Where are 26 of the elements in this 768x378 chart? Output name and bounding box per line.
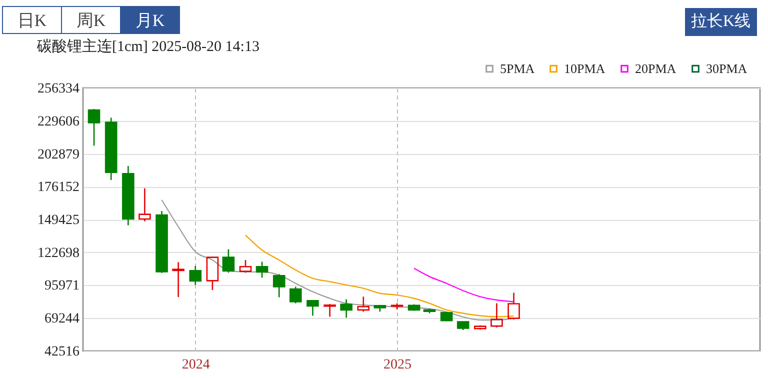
line-series (413, 268, 514, 302)
chart-title: 碳酸锂主连[1cm] 2025-08-20 14:13 (36, 38, 260, 55)
x-tick-label: 2025 (383, 358, 412, 372)
stretch-button: 拉长K线 (685, 8, 757, 36)
y-tick-label: 149425 (38, 213, 80, 228)
y-tick-label: 229606 (38, 114, 80, 130)
legend-label: 30PMA (706, 60, 748, 76)
tab-button: 周K (61, 6, 121, 34)
tab-button: 月K (120, 6, 180, 34)
candlestick (189, 265, 202, 286)
legend-label: 10PMA (564, 60, 606, 76)
candlestick (122, 165, 134, 226)
y-tick-label: 202879 (38, 147, 80, 162)
y-tick-label: 256334 (38, 82, 80, 96)
legend-label: 20PMA (635, 60, 677, 76)
y-tick-label: 95971 (44, 278, 80, 294)
candlestick (340, 298, 352, 318)
tab-button: 日K (2, 6, 62, 34)
y-tick-label: 176152 (38, 180, 80, 196)
y-tick-label: 122698 (38, 246, 80, 261)
y-tick-label: 69244 (44, 312, 80, 327)
y-tick-label: 42516 (44, 344, 80, 360)
candlestick (138, 188, 151, 222)
legend-label: 5PMA (500, 60, 536, 76)
candlestick (172, 262, 184, 298)
x-tick-label: 2024 (182, 358, 210, 372)
